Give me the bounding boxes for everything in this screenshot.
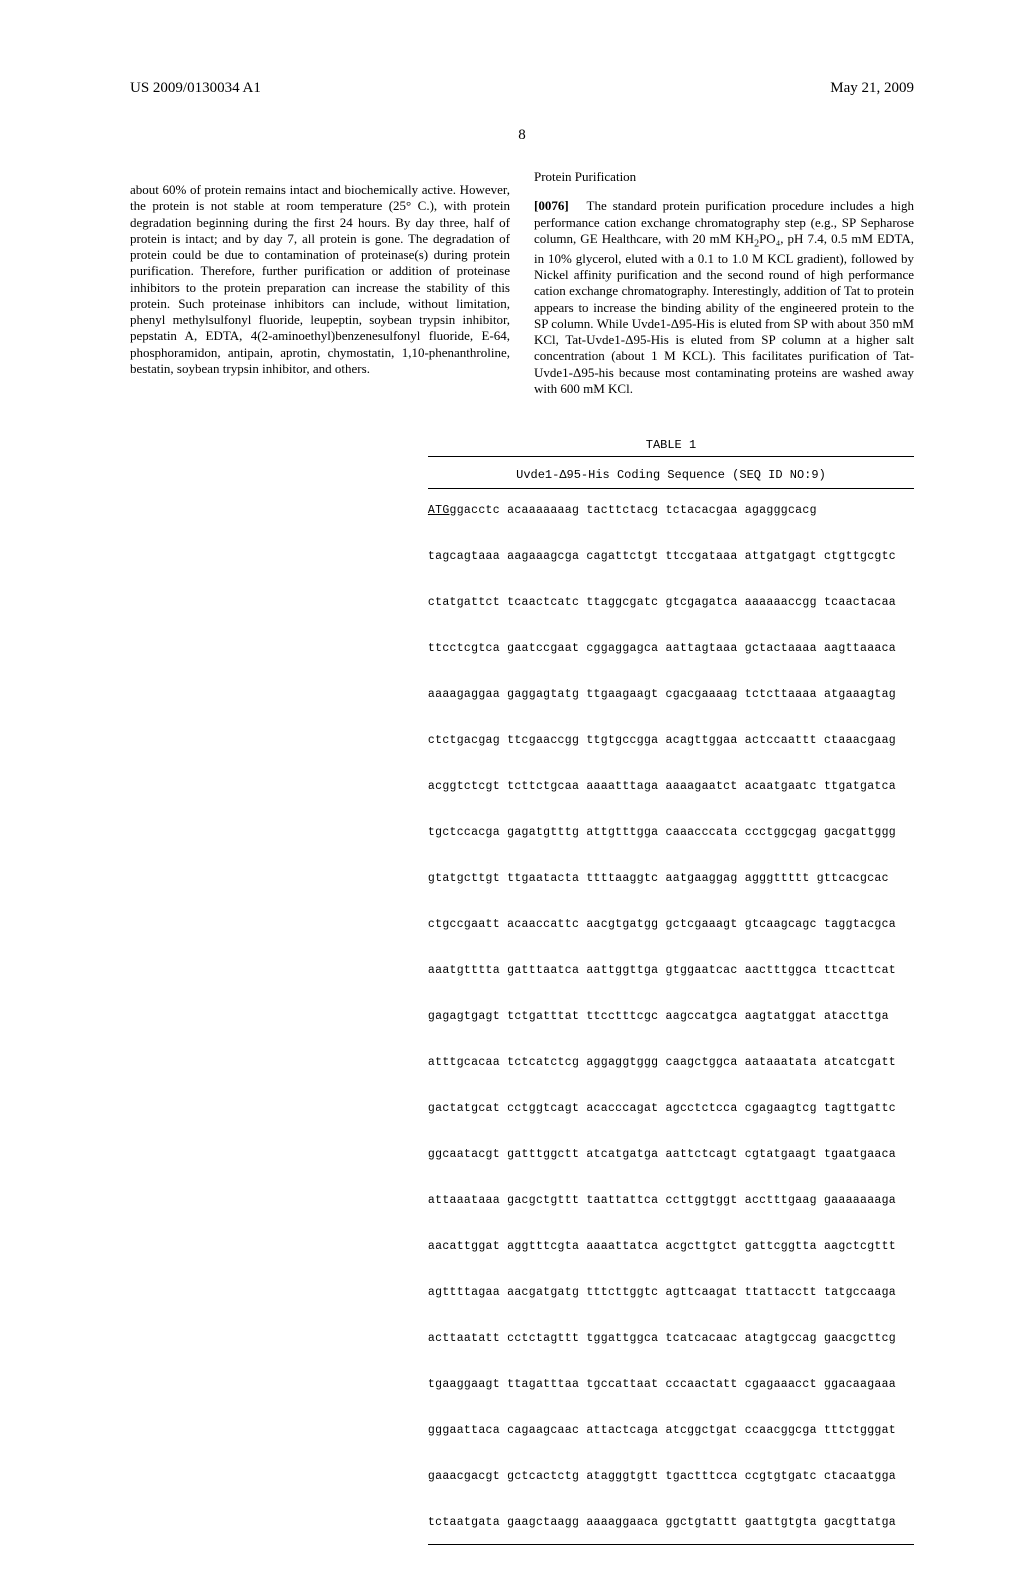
sequence-listing: ATGggacctc acaaaaaaag tacttctacg tctacac… — [428, 499, 914, 1534]
table-title: Uvde1-Δ95-His Coding Sequence (SEQ ID NO… — [428, 463, 914, 489]
publication-number: US 2009/0130034 A1 — [130, 80, 261, 97]
table-label: TABLE 1 — [428, 438, 914, 452]
page-number: 8 — [130, 127, 914, 144]
right-column: Protein Purification [0076] The standard… — [534, 169, 914, 410]
paragraph-index: [0076] — [534, 198, 569, 213]
publication-date: May 21, 2009 — [830, 80, 914, 97]
two-column-body: about 60% of protein remains intact and … — [130, 169, 914, 410]
section-heading: Protein Purification — [534, 169, 914, 185]
body-paragraph: about 60% of protein remains intact and … — [130, 182, 510, 377]
sequence-table: TABLE 1 Uvde1-Δ95-His Coding Sequence (S… — [428, 438, 914, 1545]
para-text-b: PO₄, pH 7.4, 0.5 mM EDTA, in 10% glycero… — [534, 231, 914, 396]
body-paragraph-0076: [0076] The standard protein purification… — [534, 198, 914, 397]
left-column: about 60% of protein remains intact and … — [130, 169, 510, 410]
